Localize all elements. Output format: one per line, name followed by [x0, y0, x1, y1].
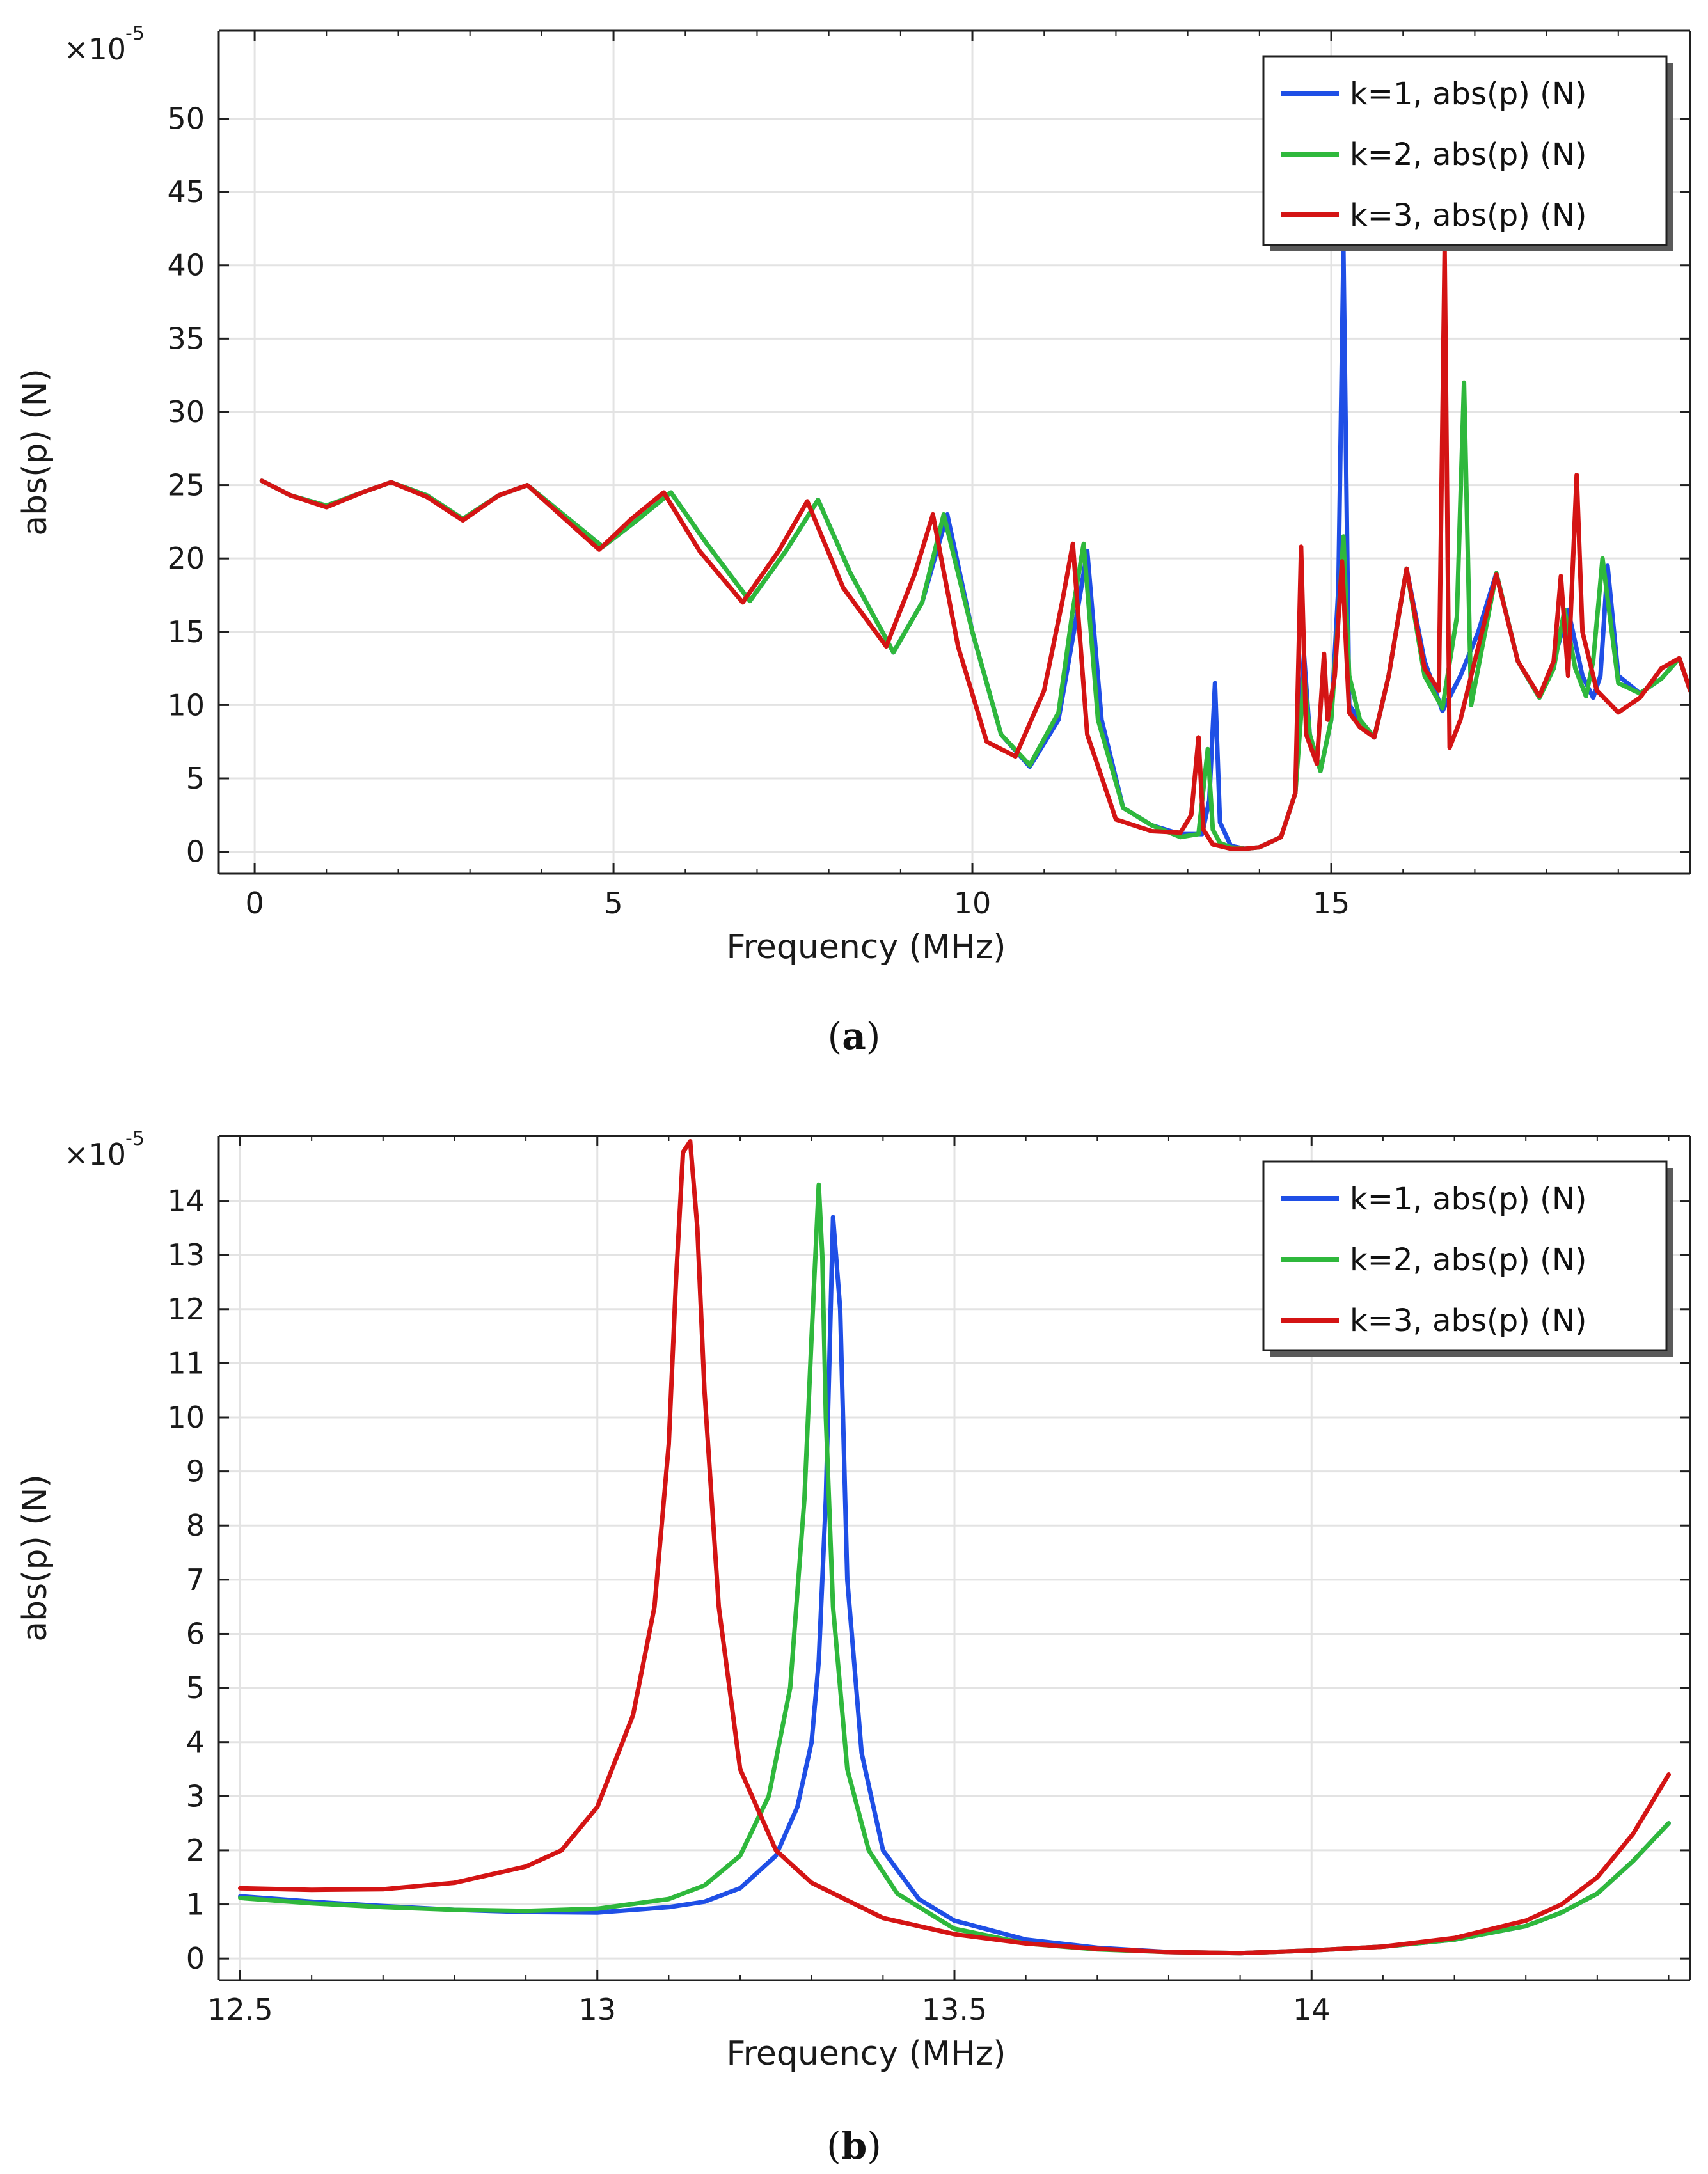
y-multiplier-exponent: -5 — [125, 1128, 145, 1150]
series-group — [238, 1139, 1671, 1956]
y-tick-label: 5 — [186, 761, 205, 796]
chart-a: 0 5 10 15 0 5 10 15 20 25 30 35 40 45 50 ×10-5 Frequency… — [16, 22, 1691, 966]
legend: k=1, abs(p) (N) k=2, abs(p) (N) k=3, abs(p… — [1262, 55, 1673, 251]
legend-label-k1: k=1, abs(p) (N) — [1350, 1181, 1587, 1217]
y-tick-label: 2 — [186, 1833, 205, 1868]
y-tick-label: 15 — [167, 615, 205, 649]
y-tick-label: 3 — [186, 1779, 205, 1813]
y-tick-label: 0 — [186, 1941, 205, 1976]
series-line-k3 — [238, 1139, 1671, 1956]
y-tick-label: 0 — [186, 835, 205, 869]
y-tick-label: 45 — [167, 175, 205, 209]
chart-b: 12.5 13 13.5 1401234567891011121314×10-5Fre… — [16, 1128, 1691, 2073]
y-tick-label: 6 — [186, 1616, 205, 1651]
y-tick-label: 4 — [186, 1725, 205, 1760]
y-tick-label: 9 — [186, 1454, 205, 1489]
y-tick-label: 30 — [167, 395, 205, 429]
axes: 0 5 10 15 0 5 10 15 20 25 30 35 40 45 50 — [167, 29, 1691, 920]
y-axis-title: abs(p) (N) — [16, 1474, 54, 1642]
x-axis-title: Frequency (MHz) — [727, 928, 1006, 966]
x-axis-title: Frequency (MHz) — [727, 2035, 1006, 2073]
x-tick-label: 14 — [1293, 1992, 1331, 2027]
series-group — [259, 248, 1690, 851]
y-tick-label: 14 — [167, 1184, 205, 1218]
x-tick-label: 15 — [1313, 886, 1350, 920]
legend-label-k2: k=2, abs(p) (N) — [1350, 1242, 1587, 1278]
legend-label-k1: k=1, abs(p) (N) — [1350, 76, 1587, 112]
y-multiplier-label: ×10 — [64, 32, 126, 67]
y-multiplier-exponent: -5 — [125, 22, 145, 45]
y-tick-label: 11 — [167, 1346, 205, 1380]
y-tick-label: 25 — [167, 468, 205, 503]
caption-a: (a) — [828, 1014, 881, 1058]
y-tick-label: 7 — [186, 1563, 205, 1597]
y-tick-label: 20 — [167, 541, 205, 576]
legend-label-k2: k=2, abs(p) (N) — [1350, 137, 1587, 173]
legend: k=1, abs(p) (N) k=2, abs(p) (N) k=3, abs(p… — [1262, 1160, 1673, 1357]
x-tick-label: 0 — [245, 886, 264, 920]
y-multiplier-label: ×10 — [64, 1137, 126, 1172]
legend-label-k3: k=3, abs(p) (N) — [1350, 1303, 1587, 1339]
y-axis-title: abs(p) (N) — [16, 368, 54, 536]
y-tick-label: 40 — [167, 248, 205, 283]
y-tick-label: 35 — [167, 321, 205, 356]
series-line-k3 — [259, 248, 1690, 851]
x-tick-label: 13.5 — [922, 1992, 987, 2027]
caption-b: (b) — [826, 2124, 882, 2168]
y-tick-label: 8 — [186, 1508, 205, 1543]
y-tick-label: 10 — [167, 688, 205, 722]
y-tick-label: 13 — [167, 1238, 205, 1272]
y-tick-label: 50 — [167, 102, 205, 136]
x-tick-label: 12.5 — [207, 1992, 273, 2027]
y-tick-label: 12 — [167, 1292, 205, 1327]
x-tick-label: 10 — [954, 886, 992, 920]
y-tick-label: 5 — [186, 1671, 205, 1705]
y-tick-label: 1 — [186, 1887, 205, 1922]
legend-label-k3: k=3, abs(p) (N) — [1350, 198, 1587, 233]
series-line-k1 — [259, 248, 1690, 851]
x-tick-label: 5 — [604, 886, 622, 920]
y-tick-label: 10 — [167, 1400, 205, 1435]
x-tick-label: 13 — [578, 1992, 616, 2027]
